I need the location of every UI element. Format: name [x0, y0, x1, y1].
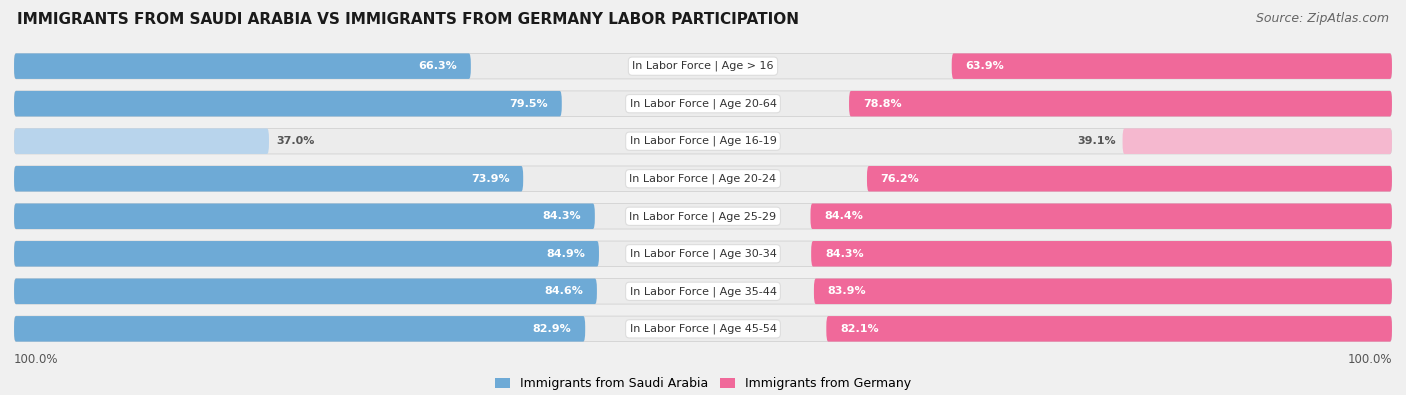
- Text: 73.9%: 73.9%: [471, 174, 509, 184]
- FancyBboxPatch shape: [1122, 128, 1392, 154]
- FancyBboxPatch shape: [14, 278, 1392, 304]
- FancyBboxPatch shape: [14, 166, 1392, 192]
- FancyBboxPatch shape: [14, 53, 471, 79]
- FancyBboxPatch shape: [14, 128, 269, 154]
- Text: In Labor Force | Age 45-54: In Labor Force | Age 45-54: [630, 324, 776, 334]
- Text: 78.8%: 78.8%: [863, 99, 901, 109]
- FancyBboxPatch shape: [14, 278, 598, 304]
- FancyBboxPatch shape: [14, 53, 1392, 79]
- Legend: Immigrants from Saudi Arabia, Immigrants from Germany: Immigrants from Saudi Arabia, Immigrants…: [489, 372, 917, 395]
- Text: In Labor Force | Age 25-29: In Labor Force | Age 25-29: [630, 211, 776, 222]
- Text: 63.9%: 63.9%: [966, 61, 1004, 71]
- FancyBboxPatch shape: [14, 203, 1392, 229]
- FancyBboxPatch shape: [849, 91, 1392, 117]
- Text: IMMIGRANTS FROM SAUDI ARABIA VS IMMIGRANTS FROM GERMANY LABOR PARTICIPATION: IMMIGRANTS FROM SAUDI ARABIA VS IMMIGRAN…: [17, 12, 799, 27]
- Text: 84.4%: 84.4%: [824, 211, 863, 221]
- Text: 82.1%: 82.1%: [841, 324, 879, 334]
- FancyBboxPatch shape: [14, 128, 1392, 154]
- Text: In Labor Force | Age 20-64: In Labor Force | Age 20-64: [630, 98, 776, 109]
- Text: 84.3%: 84.3%: [825, 249, 863, 259]
- FancyBboxPatch shape: [14, 203, 595, 229]
- FancyBboxPatch shape: [14, 91, 1392, 117]
- FancyBboxPatch shape: [14, 241, 1392, 267]
- FancyBboxPatch shape: [14, 241, 599, 267]
- Text: 79.5%: 79.5%: [509, 99, 548, 109]
- Text: 84.6%: 84.6%: [544, 286, 583, 296]
- FancyBboxPatch shape: [14, 91, 562, 117]
- Text: In Labor Force | Age > 16: In Labor Force | Age > 16: [633, 61, 773, 71]
- Text: In Labor Force | Age 30-34: In Labor Force | Age 30-34: [630, 248, 776, 259]
- Text: 76.2%: 76.2%: [880, 174, 920, 184]
- Text: In Labor Force | Age 16-19: In Labor Force | Age 16-19: [630, 136, 776, 147]
- FancyBboxPatch shape: [952, 53, 1392, 79]
- Text: 83.9%: 83.9%: [828, 286, 866, 296]
- Text: In Labor Force | Age 35-44: In Labor Force | Age 35-44: [630, 286, 776, 297]
- Text: 100.0%: 100.0%: [14, 353, 59, 366]
- Text: 84.9%: 84.9%: [547, 249, 585, 259]
- FancyBboxPatch shape: [811, 241, 1392, 267]
- Text: 82.9%: 82.9%: [533, 324, 571, 334]
- Text: 66.3%: 66.3%: [419, 61, 457, 71]
- Text: 100.0%: 100.0%: [1347, 353, 1392, 366]
- FancyBboxPatch shape: [868, 166, 1392, 192]
- FancyBboxPatch shape: [827, 316, 1392, 342]
- Text: 39.1%: 39.1%: [1077, 136, 1116, 146]
- FancyBboxPatch shape: [814, 278, 1392, 304]
- FancyBboxPatch shape: [14, 316, 585, 342]
- Text: Source: ZipAtlas.com: Source: ZipAtlas.com: [1256, 12, 1389, 25]
- Text: 37.0%: 37.0%: [276, 136, 314, 146]
- Text: In Labor Force | Age 20-24: In Labor Force | Age 20-24: [630, 173, 776, 184]
- FancyBboxPatch shape: [14, 166, 523, 192]
- FancyBboxPatch shape: [810, 203, 1392, 229]
- FancyBboxPatch shape: [14, 316, 1392, 342]
- Text: 84.3%: 84.3%: [543, 211, 581, 221]
